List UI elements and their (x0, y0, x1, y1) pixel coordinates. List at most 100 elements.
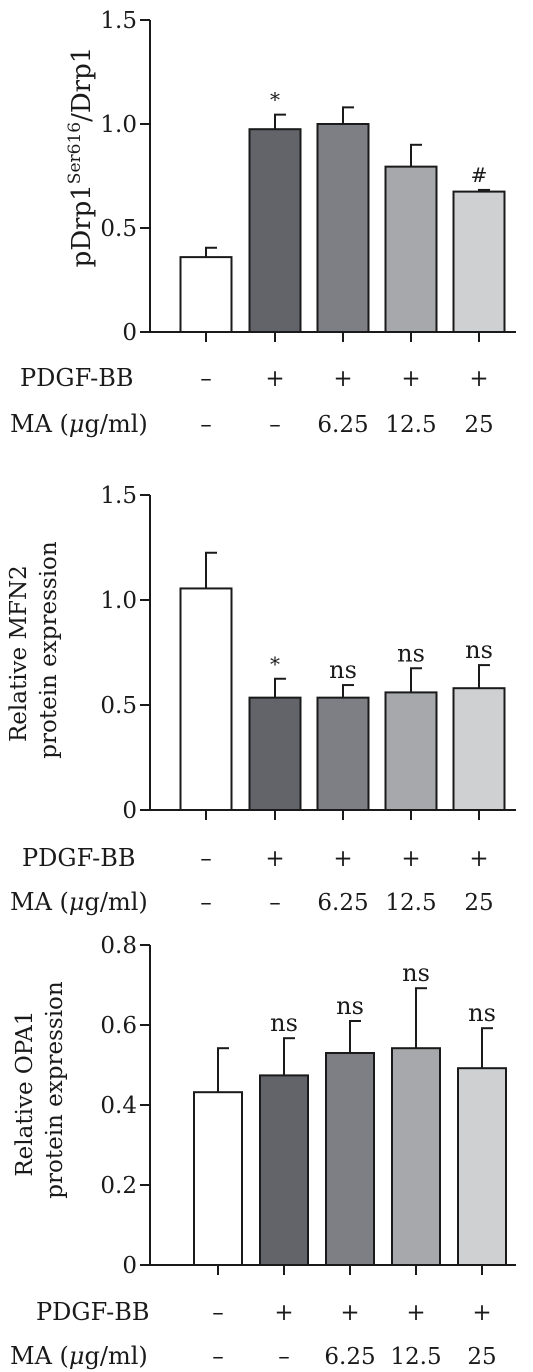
mfn2-bar (384, 691, 438, 812)
opa1-bar (325, 1052, 375, 1266)
pdrp1-condition-value: – (269, 412, 281, 438)
mfn2-significance-label: ns (329, 656, 357, 684)
opa1-condition-value: + (472, 1300, 491, 1326)
mfn2-y-tick-label: 1.0 (100, 588, 137, 614)
mfn2-bar (316, 696, 370, 812)
opa1-y-tick-label: 0.4 (100, 1093, 137, 1119)
mfn2-significance-label: ns (397, 639, 425, 667)
pdrp1-condition-value: 12.5 (385, 412, 436, 438)
opa1-condition-value: – (212, 1344, 224, 1370)
panel-pdrp1-cond-ma-label: MA (μg/ml) (10, 410, 148, 438)
panel-pdrp1: 0 0.5 1.0 1.5 – – * + – +6.25 +12.5 # +25 pDrp1Ser61… (10, 8, 516, 438)
mfn2-condition-value: – (269, 890, 281, 916)
pdrp1-condition-value: – (200, 412, 212, 438)
panel-mfn2-cond-pdgf-label: PDGF-BB (22, 844, 136, 872)
mfn2-condition-value: + (333, 846, 352, 872)
opa1-condition-value: – (212, 1300, 224, 1326)
mfn2-condition-value: 25 (464, 890, 493, 916)
pdrp1-condition-value: – (200, 366, 212, 392)
panel-mfn2-cond-ma-label-post: g/ml) (85, 888, 148, 916)
panel-pdrp1-ylabel-sup: Ser616 (65, 122, 85, 184)
panel-opa1-cond-ma-label: MA (μg/ml) (10, 1342, 148, 1370)
panel-opa1-ylabel: Relative OPA1 protein expression (12, 981, 68, 1199)
panel-pdrp1-plot: 0 0.5 1.0 1.5 – – * + – +6.25 +12.5 # +25 (100, 8, 516, 438)
mfn2-condition-value: 6.25 (317, 890, 368, 916)
panel-mfn2-ylabel-line1: Relative MFN2 (6, 565, 32, 742)
pdrp1-bar (179, 256, 233, 333)
panel-pdrp1-cond-ma-label-mu: μ (69, 410, 85, 438)
panel-mfn2-cond-ma-label-pre: MA ( (10, 888, 69, 916)
pdrp1-condition-value: + (265, 366, 284, 392)
panel-pdrp1-ylabel: pDrp1Ser616/Drp1 (65, 47, 97, 268)
mfn2-condition-value: + (401, 846, 420, 872)
pdrp1-significance-label: * (270, 88, 280, 112)
panel-mfn2-cond-ma-label: MA (μg/ml) (10, 888, 148, 916)
panel-opa1-plot: 0 0.2 0.4 0.6 0.8 – – ns + – ns +6.25 ns +12.5 ns +25 (100, 933, 516, 1370)
panel-pdrp1-cond-ma-label-post: g/ml) (85, 410, 148, 438)
panel-mfn2-ylabel: Relative MFN2 protein expression (6, 541, 62, 759)
opa1-y-tick-label: 0.2 (100, 1173, 137, 1199)
pdrp1-y-tick-label: 0 (122, 320, 137, 346)
mfn2-condition-value: + (469, 846, 488, 872)
opa1-significance-label: ns (402, 959, 430, 987)
mfn2-y-tick-label: 0 (122, 798, 137, 824)
pdrp1-condition-value: + (401, 366, 420, 392)
mfn2-bar (179, 587, 233, 812)
opa1-y-tick-label: 0 (122, 1253, 137, 1279)
panel-opa1-cond-ma-label-mu: μ (69, 1342, 85, 1370)
opa1-condition-value: 25 (467, 1344, 496, 1370)
panel-opa1-cond-ma-label-pre: MA ( (10, 1342, 69, 1370)
pdrp1-y-tick-label: 1.0 (100, 112, 137, 138)
opa1-condition-value: + (406, 1300, 425, 1326)
mfn2-y-tick-label: 1.5 (100, 483, 137, 509)
mfn2-significance-label: * (270, 652, 280, 676)
opa1-condition-value: + (340, 1300, 359, 1326)
mfn2-y-tick-label: 0.5 (100, 693, 137, 719)
mfn2-bar (248, 696, 302, 812)
pdrp1-y-tick-label: 1.5 (100, 8, 137, 34)
opa1-bar (193, 1091, 243, 1266)
panel-mfn2-ylabel-line2: protein expression (36, 541, 62, 759)
opa1-condition-value: 6.25 (324, 1344, 375, 1370)
mfn2-bar (452, 687, 506, 812)
mfn2-significance-label: ns (465, 636, 493, 664)
opa1-significance-label: ns (336, 992, 364, 1020)
panel-mfn2-plot: 0 0.5 1.0 1.5 – – * + – ns +6.25 ns +12.5 ns +25 (100, 483, 516, 916)
panel-mfn2-cond-ma-label-mu: μ (69, 888, 85, 916)
opa1-y-tick-label: 0.6 (100, 1013, 137, 1039)
panel-opa1-ylabel-line1: Relative OPA1 (12, 1011, 38, 1177)
panel-pdrp1-ylabel-tail: /Drp1 (67, 47, 97, 122)
opa1-condition-value: – (278, 1344, 290, 1370)
panel-opa1-cond-pdgf-label: PDGF-BB (36, 1298, 150, 1326)
pdrp1-condition-value: 25 (464, 412, 493, 438)
opa1-bar (391, 1047, 441, 1266)
opa1-bar (259, 1074, 309, 1267)
pdrp1-condition-value: + (469, 366, 488, 392)
pdrp1-bar (452, 190, 506, 333)
panel-pdrp1-cond-ma-label-pre: MA ( (10, 410, 69, 438)
mfn2-condition-value: 12.5 (385, 890, 436, 916)
mfn2-condition-value: + (265, 846, 284, 872)
mfn2-condition-value: – (200, 890, 212, 916)
opa1-significance-label: ns (270, 1009, 298, 1037)
panel-pdrp1-ylabel-main: pDrp1 (67, 184, 97, 267)
pdrp1-y-tick-label: 0.5 (100, 216, 137, 242)
pdrp1-bar (384, 165, 438, 333)
panel-opa1-cond-ma-label-post: g/ml) (85, 1342, 148, 1370)
panel-pdrp1-cond-pdgf-label: PDGF-BB (20, 364, 134, 392)
opa1-y-tick-label: 0.8 (100, 933, 137, 959)
panel-opa1: 0 0.2 0.4 0.6 0.8 – – ns + – ns +6.25 ns +12.5 ns +25 R… (10, 933, 516, 1370)
pdrp1-significance-label: # (471, 163, 488, 187)
mfn2-condition-value: – (200, 846, 212, 872)
opa1-significance-label: ns (468, 999, 496, 1027)
pdrp1-condition-value: + (333, 366, 352, 392)
panel-mfn2: 0 0.5 1.0 1.5 – – * + – ns +6.25 ns +12.5 ns +25 Relat… (6, 483, 516, 916)
pdrp1-condition-value: 6.25 (317, 412, 368, 438)
opa1-condition-value: + (274, 1300, 293, 1326)
pdrp1-bar (248, 128, 302, 333)
pdrp1-bar (316, 123, 370, 333)
opa1-bar (457, 1067, 507, 1266)
panel-opa1-ylabel-line2: protein expression (42, 981, 68, 1199)
opa1-condition-value: 12.5 (390, 1344, 441, 1370)
